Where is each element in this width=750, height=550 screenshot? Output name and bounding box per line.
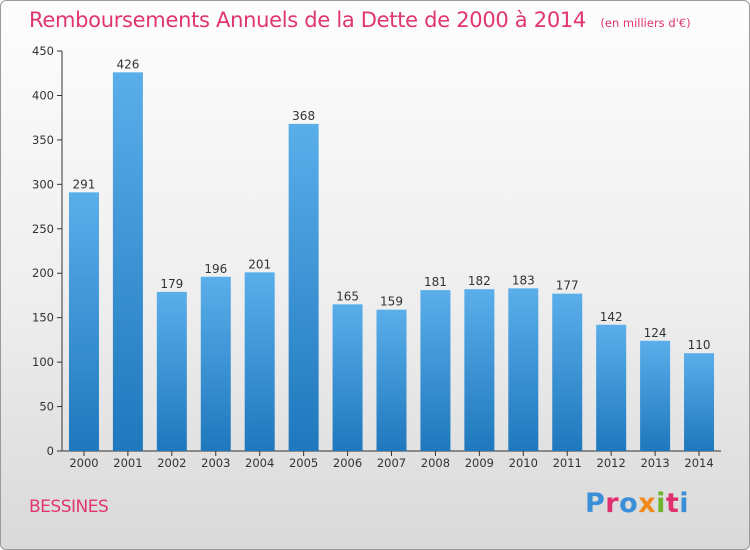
logo-letter: o [619, 488, 639, 519]
bar-chart: 0 50 100 150 200 250 300 350 400 450 2000 2001 2002… [32, 44, 721, 470]
data-label: 426 [116, 57, 139, 71]
x-tick-label: 2005 [289, 456, 318, 470]
chart-title-text: Remboursements Annuels de la Dette de 20… [29, 8, 586, 32]
y-tick-label: 450 [32, 44, 54, 58]
bar [552, 293, 583, 451]
y-tick-label: 300 [32, 177, 54, 191]
logo-letter: i [679, 488, 690, 519]
proxiti-logo: Proxiti [585, 488, 689, 519]
x-tick-label: 2002 [157, 456, 186, 470]
bar [508, 288, 539, 451]
x-tick-label: 2012 [597, 456, 626, 470]
bar [112, 72, 143, 451]
x-tick-label: 2009 [465, 456, 494, 470]
x-tick-label: 2007 [377, 456, 406, 470]
logo-letter: r [605, 488, 620, 519]
data-label: 201 [248, 257, 271, 271]
logo-letter: t [665, 488, 680, 519]
x-tick-label: 2006 [333, 456, 362, 470]
y-tick-label: 250 [32, 222, 54, 236]
data-label: 159 [380, 295, 403, 309]
place-name: BESSINES [29, 497, 109, 517]
bar [464, 289, 495, 451]
chart-title: Remboursements Annuels de la Dette de 20… [29, 8, 691, 32]
logo-letter: i [656, 488, 666, 519]
x-tick-label: 2003 [201, 456, 230, 470]
data-label: 291 [73, 177, 96, 191]
logo-letter: x [638, 488, 657, 519]
y-axis: 0 50 100 150 200 250 300 350 400 450 [32, 44, 63, 458]
data-label: 124 [644, 326, 667, 340]
bar [156, 291, 187, 451]
data-label: 183 [512, 273, 535, 287]
y-tick-label: 200 [32, 266, 54, 280]
y-tick-label: 150 [32, 311, 54, 325]
y-tick-label: 100 [32, 355, 54, 369]
data-label: 110 [688, 338, 711, 352]
data-label: 142 [600, 310, 623, 324]
bar [420, 290, 451, 451]
bar-series: 291 426 179 196 201 368 165 159 181 182 183 177 142 1… [68, 57, 715, 452]
y-tick-label: 50 [39, 400, 54, 414]
x-tick-label: 2001 [113, 456, 142, 470]
data-label: 196 [204, 262, 227, 276]
logo-letter: P [585, 488, 606, 519]
chart-unit-note: (en milliers d'€) [600, 16, 691, 30]
x-tick-label: 2011 [553, 456, 582, 470]
bar [288, 123, 319, 451]
x-tick-label: 2000 [69, 456, 98, 470]
bar [244, 272, 275, 451]
y-tick-label: 400 [32, 88, 54, 102]
bar [640, 340, 671, 451]
x-tick-label: 2008 [421, 456, 450, 470]
data-label: 181 [424, 275, 447, 289]
x-tick-label: 2010 [509, 456, 538, 470]
data-label: 165 [336, 289, 359, 303]
x-tick-label: 2013 [640, 456, 669, 470]
y-tick-label: 0 [47, 444, 54, 458]
bar [684, 353, 715, 451]
data-label: 179 [160, 277, 183, 291]
bar [332, 304, 363, 451]
data-label: 177 [556, 279, 579, 293]
x-axis: 2000 2001 2002 2003 2004 2005 2006 2007 2008 2009… [62, 450, 721, 470]
x-tick-label: 2004 [245, 456, 274, 470]
bar [596, 324, 627, 451]
data-label: 368 [292, 109, 315, 123]
bar [200, 276, 231, 451]
bar [376, 309, 407, 451]
x-tick-label: 2014 [684, 456, 713, 470]
data-label: 182 [468, 274, 491, 288]
bar [68, 192, 99, 452]
y-tick-label: 350 [32, 133, 54, 147]
